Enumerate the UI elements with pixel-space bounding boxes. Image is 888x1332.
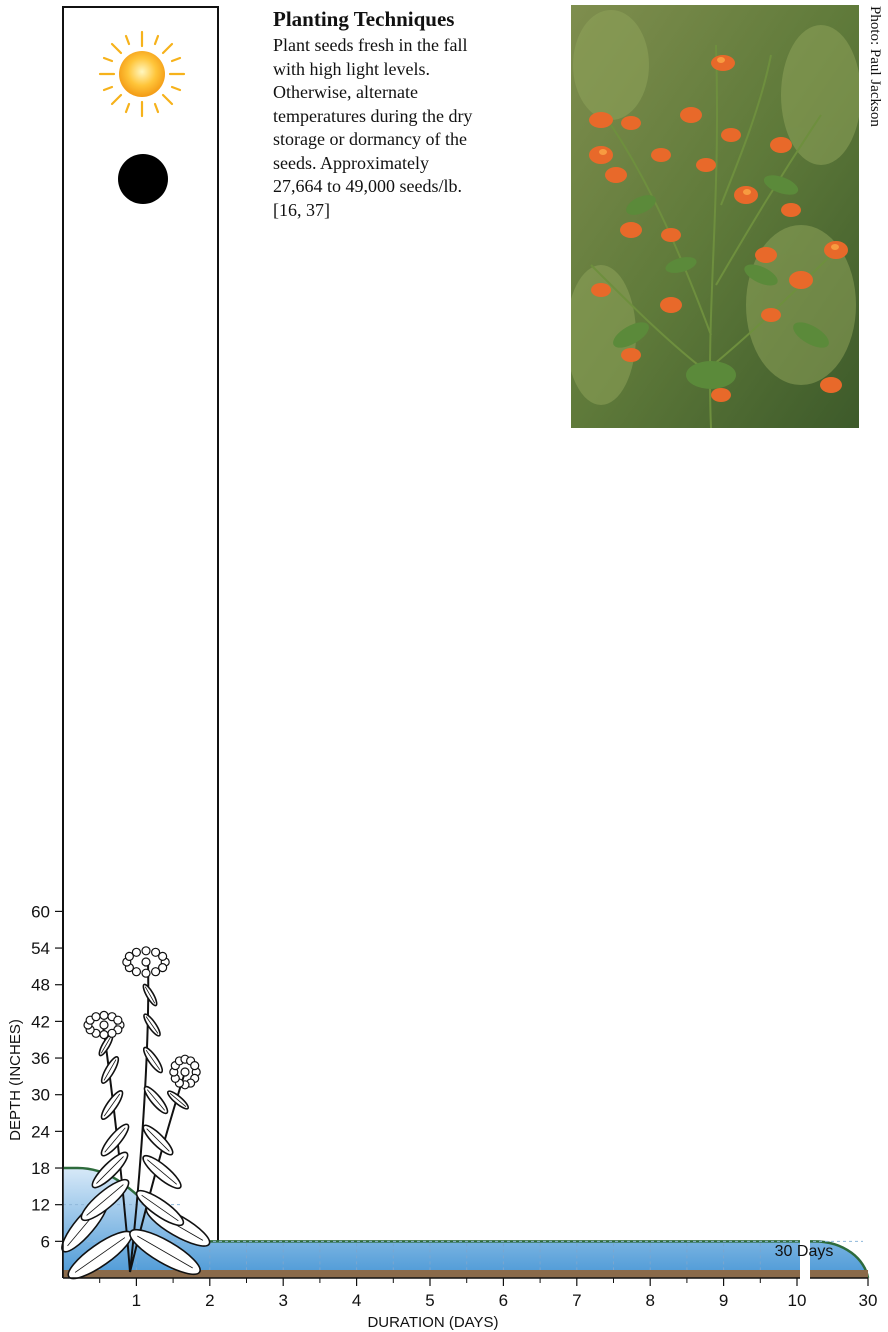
y-axis-title: DEPTH (INCHES) <box>7 1019 24 1141</box>
flower-bud <box>151 967 161 977</box>
plant-leaf-vein <box>137 1235 193 1269</box>
plant-leaf-vein <box>145 1016 159 1034</box>
flower-photo <box>571 5 859 428</box>
x-axis-title: DURATION (DAYS) <box>367 1314 498 1331</box>
sun-icon <box>98 30 186 118</box>
section-title: Planting Techniques <box>273 7 455 31</box>
full-shade-icon <box>118 154 168 204</box>
flower-bud <box>91 1012 101 1022</box>
flower-bud <box>151 947 161 957</box>
plant-leaf-vein <box>103 1093 121 1117</box>
y-tick-label: 54 <box>31 939 50 958</box>
x-tick-label: 30 <box>859 1291 878 1310</box>
flower-bud <box>124 951 134 962</box>
plant-leaf-vein <box>146 1128 170 1152</box>
flower-bud <box>141 957 151 967</box>
flower-bud <box>141 946 151 956</box>
flower-bud <box>141 968 151 978</box>
plant-leaf-vein <box>144 986 156 1004</box>
plant-leaf-vein <box>103 1059 117 1081</box>
x-tick-label: 7 <box>572 1291 581 1310</box>
plant-leaf-vein <box>74 1237 126 1273</box>
x-tick-label: 6 <box>499 1291 508 1310</box>
axis-break <box>800 1235 810 1288</box>
flower-bud <box>107 1028 117 1038</box>
y-tick-label: 18 <box>31 1159 50 1178</box>
plant-illustration <box>61 946 211 1280</box>
x-tick-label: 4 <box>352 1291 361 1310</box>
y-tick-label: 30 <box>31 1086 50 1105</box>
x-tick-label: 9 <box>719 1291 728 1310</box>
plant-leaf-vein <box>146 1089 166 1111</box>
flower-bud <box>158 962 168 973</box>
plant-leaf-vein <box>147 1159 177 1185</box>
x-tick-label: 8 <box>645 1291 654 1310</box>
x-tick-label: 2 <box>205 1291 214 1310</box>
plant-leaf-vein <box>141 1194 179 1222</box>
flower-bud <box>158 951 168 962</box>
y-tick-label: 36 <box>31 1049 50 1068</box>
y-tick-label: 24 <box>31 1122 50 1141</box>
x-tick-label: 5 <box>425 1291 434 1310</box>
soil-strip <box>63 1270 868 1278</box>
duration-annotation: 30 Days <box>775 1243 834 1260</box>
plant-leaf-vein <box>169 1093 187 1107</box>
plant-leaf-vein <box>145 1049 161 1071</box>
flower-bud <box>99 1029 109 1040</box>
y-tick-label: 6 <box>41 1232 50 1251</box>
y-tick-label: 48 <box>31 976 50 995</box>
water-area <box>63 1168 868 1278</box>
flower-bud <box>131 947 141 957</box>
x-tick-label: 3 <box>278 1291 287 1310</box>
flower-bud <box>180 1067 190 1077</box>
plant-leaf-vein <box>104 1127 126 1153</box>
flower-bud <box>113 1015 123 1025</box>
x-tick-label: 10 <box>788 1291 807 1310</box>
plant-leaf-vein <box>96 1156 124 1184</box>
plant-leaf-vein <box>100 1036 112 1054</box>
y-tick-label: 12 <box>31 1196 50 1215</box>
planting-techniques: Planting Techniques Plant seeds fresh in… <box>273 6 543 222</box>
y-tick-label: 60 <box>31 902 50 921</box>
plant-leaf-vein <box>86 1184 124 1216</box>
flower-bud <box>190 1060 200 1071</box>
flower-bud <box>99 1010 109 1021</box>
x-tick-label: 1 <box>132 1291 141 1310</box>
y-tick-label: 42 <box>31 1012 50 1031</box>
flower-bud <box>99 1020 109 1030</box>
photo-credit: Photo: Paul Jackson <box>867 6 883 127</box>
flower-bud <box>131 967 141 977</box>
section-body: Plant seeds fresh in the fall with high … <box>273 35 473 220</box>
